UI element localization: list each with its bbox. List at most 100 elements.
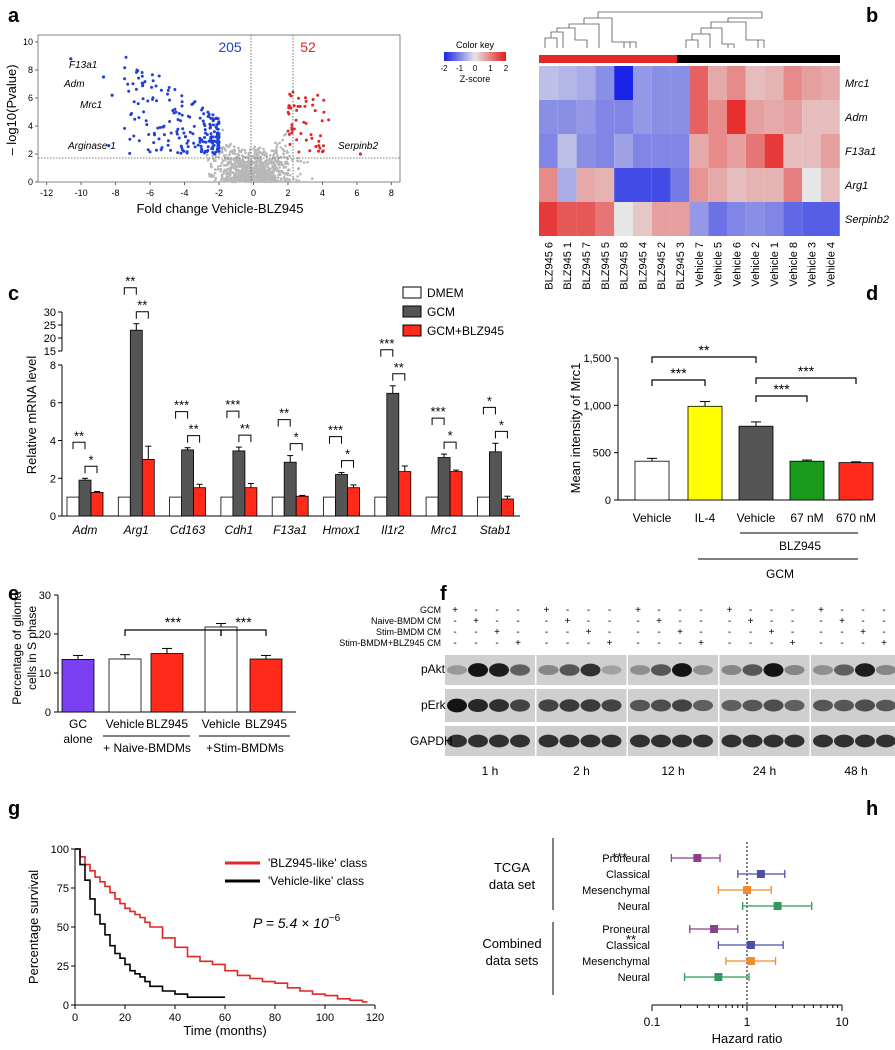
heatmap-column-label: BLZ945 6 (543, 242, 555, 290)
volcano-point-ns (263, 177, 267, 181)
volcano-point-ns (216, 167, 220, 171)
volcano-point-up (287, 112, 291, 116)
heatmap-cell (557, 66, 577, 100)
heatmap-column-label: Vehicle 1 (769, 242, 781, 287)
volcano-point-ns (231, 171, 235, 174)
volcano-point-up (319, 134, 322, 138)
f-band (672, 734, 692, 748)
d-sig-label: *** (798, 363, 815, 379)
volcano-point-ns (228, 153, 231, 157)
heatmap-cell (821, 134, 840, 168)
heatmap-cell (651, 168, 671, 202)
heatmap-cell (708, 134, 727, 168)
f-band (763, 734, 784, 748)
volcano-point-ns (273, 158, 277, 162)
volcano-point-ns (248, 161, 252, 165)
volcano-point-down (217, 121, 221, 125)
h-xlabel: Hazard ratio (712, 1031, 783, 1046)
c-gene-label: Cd163 (170, 523, 206, 537)
d-bar (789, 460, 825, 501)
f-sign: - (840, 638, 843, 649)
d-ylabel: Mean intensity of Mrc1 (568, 363, 583, 494)
volcano-point-ns (220, 150, 224, 154)
volcano-point-down (206, 110, 210, 114)
f-sign: - (699, 627, 702, 638)
volcano-point-ns (244, 166, 247, 169)
volcano-point-down (180, 104, 184, 108)
g-ylabel: Percentage survival (26, 870, 41, 984)
c-sig-bracket (329, 436, 342, 444)
volcano-point-ns (296, 159, 300, 163)
d-sig-label: ** (699, 342, 710, 358)
f-band (672, 663, 692, 677)
g-survival-curves (75, 848, 368, 1003)
heatmap-cell (689, 168, 709, 202)
volcano-point-down (129, 113, 133, 117)
e-bar (150, 653, 184, 713)
volcano-point-up (314, 145, 318, 148)
f-sign: + (656, 616, 662, 627)
e-bars (61, 622, 283, 713)
h-row-label: Mesenchymal (582, 885, 650, 897)
c-sig-bracket (84, 465, 98, 474)
e-significance: *** *** (124, 614, 267, 636)
f-band (834, 699, 854, 712)
volcano-point-down (209, 126, 212, 130)
volcano-point-down (208, 122, 212, 126)
volcano-point-down (199, 144, 203, 148)
volcano-point-down (200, 138, 204, 142)
f-sign: + (727, 605, 733, 616)
volcano-xtick-label: -2 (215, 188, 223, 198)
volcano-point-ns (236, 174, 239, 178)
f-sign: - (819, 638, 822, 649)
c-bar-gcm-blz945 (295, 495, 309, 517)
c-sig-label: ** (189, 422, 199, 437)
f-band (538, 734, 559, 748)
volcano-point-ns (275, 151, 279, 155)
volcano-point-ns (238, 177, 242, 181)
e-bar (249, 658, 283, 713)
volcano-point-ns (209, 165, 213, 168)
volcano-point-ns (262, 161, 265, 164)
volcano-point-ns (243, 162, 246, 165)
f-band (693, 734, 713, 748)
heatmap-row-label: Serpinb2 (845, 214, 889, 226)
h-estimate (746, 941, 755, 949)
c-bar-gcm-blz945 (193, 487, 207, 517)
f-sign: + (607, 638, 613, 649)
volcano-point-ns (276, 154, 279, 157)
volcano-point-ns (275, 166, 279, 169)
g-xtick-label: 80 (269, 1012, 281, 1024)
volcano-point-down (211, 151, 215, 154)
volcano-point-down (142, 110, 146, 114)
f-band (447, 665, 467, 675)
heatmap-cell (764, 168, 784, 202)
volcano-point-down (192, 124, 196, 128)
volcano-point-down (137, 116, 141, 120)
f-band (693, 665, 713, 675)
e-ylabel-line1: Percentage of glioma (10, 591, 24, 705)
h-estimate (693, 854, 702, 862)
volcano-point-ns (219, 164, 222, 167)
volcano-point-ns (259, 158, 262, 161)
heatmap-cell (539, 134, 558, 168)
volcano-point-ns (288, 154, 291, 158)
volcano-point-up (292, 104, 296, 108)
volcano-point-ns (267, 161, 271, 164)
volcano-point-down (154, 84, 158, 88)
volcano-point-ns (272, 154, 275, 157)
volcano-point-down (202, 112, 206, 116)
volcano-point-down (168, 120, 172, 123)
f-sign: + (881, 638, 887, 649)
c-sig-bracket (135, 311, 149, 319)
f-sign: - (791, 605, 794, 616)
e-ylabel-line2: cells in S phase (25, 606, 39, 690)
volcano-point-ns (256, 165, 259, 168)
heatmap-cell (708, 168, 727, 202)
heatmap-cell (614, 168, 633, 202)
color-key-sub: Z-score (460, 74, 491, 84)
volcano-point-down (212, 130, 216, 134)
volcano-point-up (322, 144, 325, 148)
